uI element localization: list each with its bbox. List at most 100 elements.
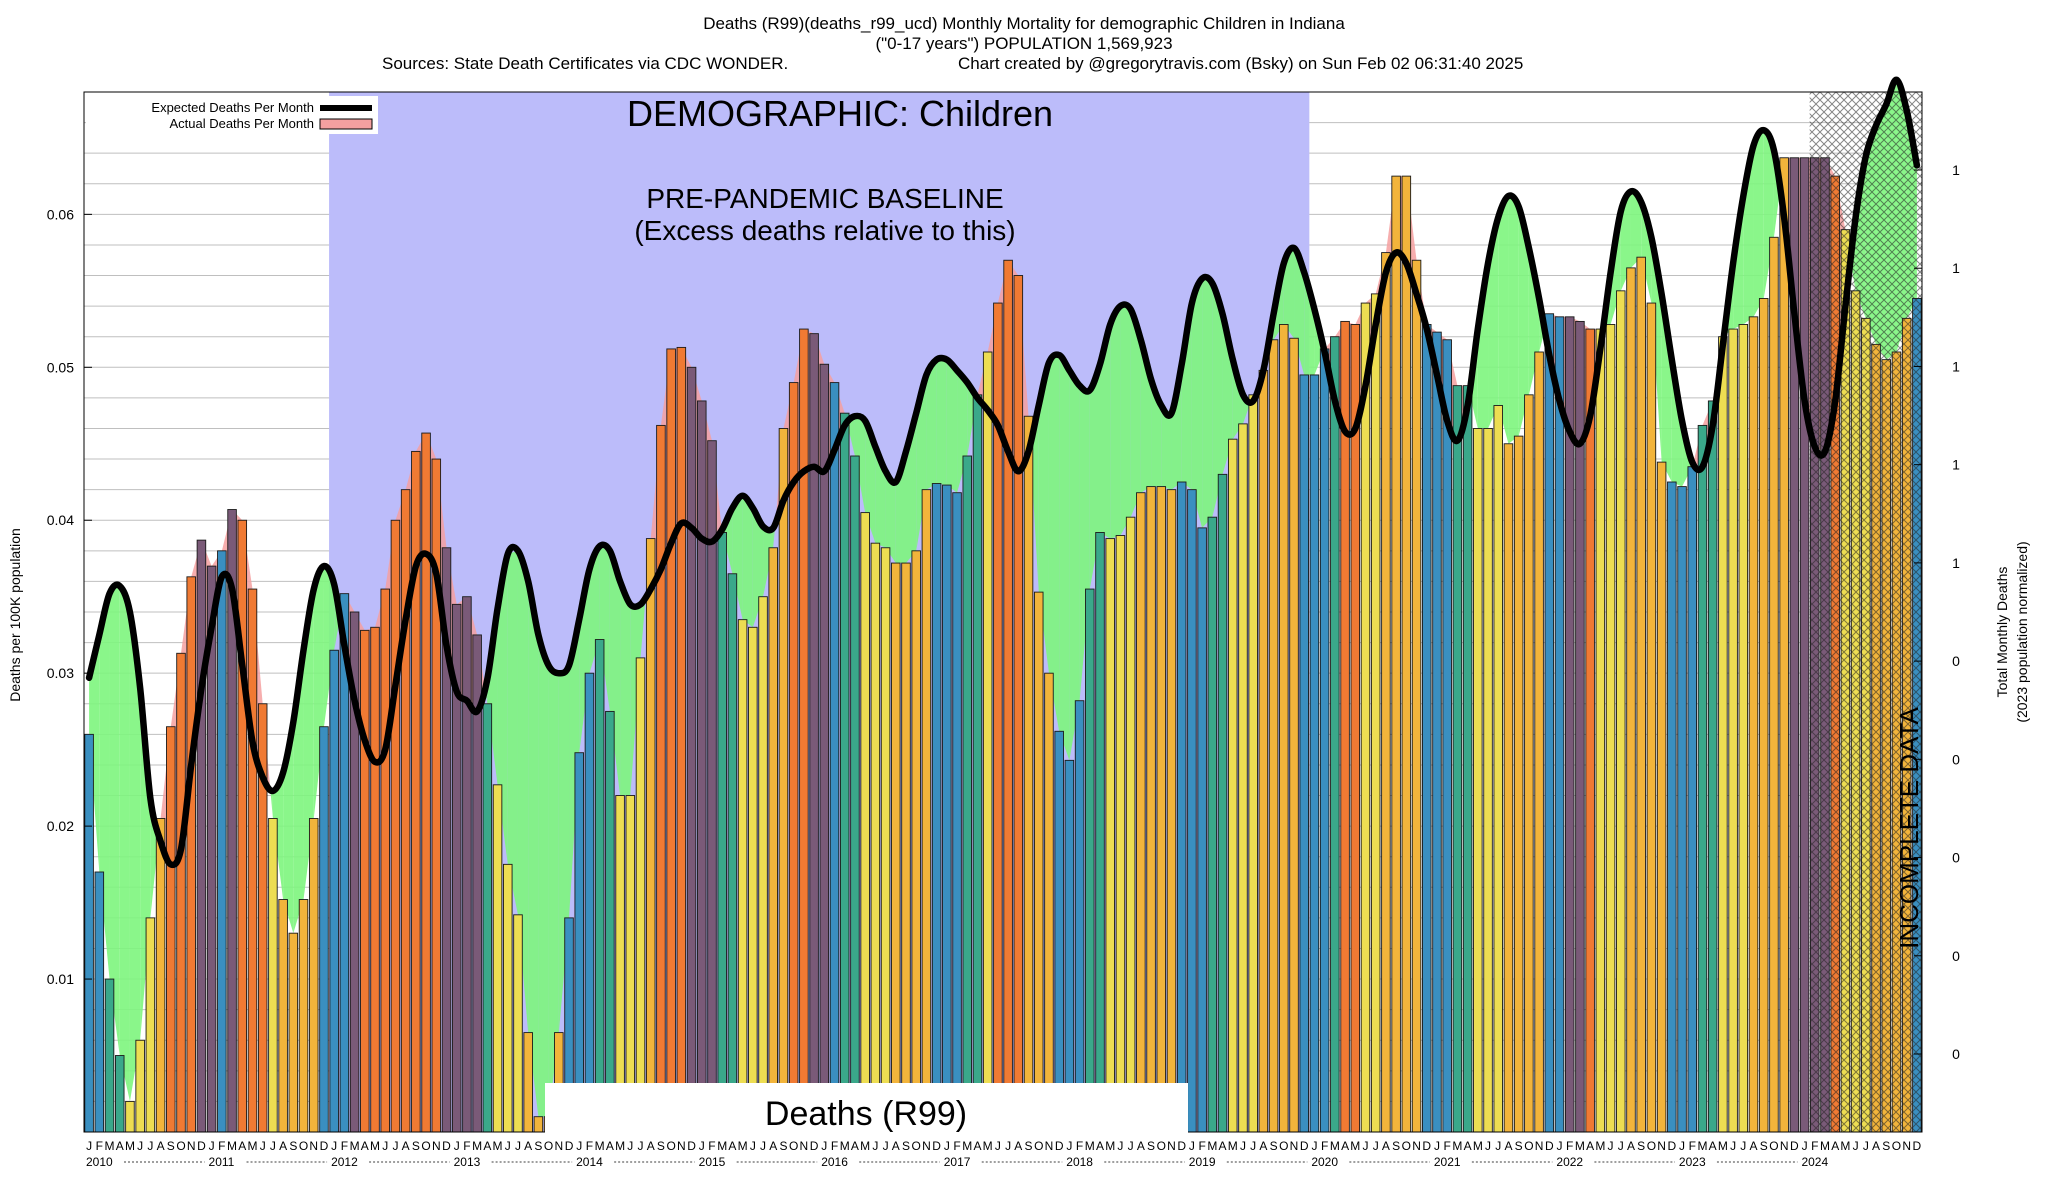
month-tick-label: A — [647, 1139, 655, 1153]
month-tick-label: A — [402, 1139, 410, 1153]
deficit-fill — [1488, 217, 1499, 429]
actual-bar — [1319, 348, 1330, 1133]
actual-bar — [819, 363, 830, 1133]
month-tick-label: J — [995, 1139, 1001, 1153]
month-tick-label: F — [831, 1139, 838, 1153]
deficit-fill — [548, 665, 559, 1117]
month-tick-label: J — [1863, 1139, 1869, 1153]
month-tick-label: A — [1137, 1139, 1145, 1153]
actual-bar — [625, 795, 636, 1133]
month-tick-label: F — [1689, 1139, 1696, 1153]
actual-bar — [809, 333, 819, 1133]
month-tick-label: J — [1362, 1139, 1368, 1153]
month-tick-label: A — [1586, 1139, 1594, 1153]
actual-bar — [1452, 385, 1463, 1133]
month-tick-label: J — [392, 1139, 398, 1153]
month-tick-label: D — [810, 1139, 819, 1153]
month-tick-label: N — [1412, 1139, 1421, 1153]
month-tick-label: A — [728, 1139, 736, 1153]
actual-bar — [308, 818, 319, 1133]
y-tick-label: 0.04 — [47, 512, 74, 528]
actual-bar — [1748, 316, 1759, 1133]
year-tick-label: 2022 — [1556, 1155, 1583, 1169]
deficit-fill — [272, 772, 284, 900]
month-tick-label: A — [1382, 1139, 1390, 1153]
year-tick-label: 2013 — [454, 1155, 481, 1169]
deficit-fill — [1161, 405, 1172, 490]
month-tick-label: J — [1189, 1139, 1195, 1153]
month-tick-label: J — [1802, 1139, 1808, 1153]
actual-bar — [748, 626, 758, 1133]
y2-axis-label-2: (2023 population normalized) — [2014, 541, 2030, 722]
deficit-fill — [1100, 324, 1111, 539]
year-tick-label: 2023 — [1679, 1155, 1706, 1169]
actual-bar — [125, 1100, 135, 1133]
actual-bar — [1370, 293, 1381, 1133]
month-tick-label: O — [1034, 1139, 1043, 1153]
deficit-fill — [1641, 202, 1652, 304]
month-tick-label: O — [1402, 1139, 1411, 1153]
month-tick-label: S — [289, 1139, 297, 1153]
month-tick-label: N — [187, 1139, 196, 1153]
month-tick-label: A — [1504, 1139, 1512, 1153]
month-tick-label: D — [1300, 1139, 1309, 1153]
y2-tick-label: 0 — [1952, 1046, 1960, 1062]
actual-bar — [1524, 394, 1534, 1133]
actual-bar — [1136, 492, 1146, 1133]
actual-bar — [135, 1039, 145, 1133]
deficit-fill — [1059, 355, 1070, 761]
month-tick-label: N — [432, 1139, 441, 1153]
y-tick-label: 0.05 — [47, 359, 74, 375]
actual-bar — [952, 492, 962, 1133]
actual-bar — [155, 818, 166, 1133]
year-tick-label: 2019 — [1189, 1155, 1216, 1169]
actual-bar — [114, 1055, 125, 1133]
deficit-fill — [1130, 309, 1141, 518]
month-tick-label: J — [1066, 1139, 1072, 1153]
deficit-fill — [620, 581, 631, 796]
actual-deaths-bars — [84, 157, 1922, 1133]
actual-bar — [1187, 489, 1197, 1133]
month-tick-label: S — [534, 1139, 542, 1153]
month-tick-label: S — [1515, 1139, 1523, 1153]
y-axis-right: 1 1 1 1 1 0 0 0 0 0 — [1914, 162, 1960, 1062]
deficit-fill — [1753, 130, 1764, 317]
month-tick-label: O — [1279, 1139, 1288, 1153]
month-tick-label: D — [197, 1139, 206, 1153]
actual-bar — [288, 932, 299, 1133]
actual-bar — [972, 394, 983, 1133]
year-tick-label: 2024 — [1801, 1155, 1828, 1169]
month-tick-label: M — [962, 1139, 972, 1153]
actual-bar — [921, 489, 932, 1133]
deficit-fill — [487, 608, 498, 785]
baseline-label-2: (Excess deaths relative to this) — [634, 215, 1015, 246]
actual-bar — [666, 348, 676, 1133]
deficit-fill — [1212, 283, 1223, 518]
month-tick-label: M — [370, 1139, 380, 1153]
month-tick-label: M — [1452, 1139, 1462, 1153]
deficit-fill — [854, 416, 866, 513]
month-tick-label: A — [238, 1139, 246, 1153]
year-tick-label: 2012 — [331, 1155, 358, 1169]
deficit-fill — [926, 359, 937, 490]
actual-bar — [1432, 331, 1442, 1133]
month-tick-label: S — [1147, 1139, 1155, 1153]
month-tick-label: M — [1473, 1139, 1483, 1153]
year-tick-label: 2014 — [576, 1155, 603, 1169]
actual-bar — [482, 703, 493, 1133]
actual-bar — [166, 726, 176, 1133]
month-tick-label: F — [1444, 1139, 1451, 1153]
deficit-fill — [742, 495, 753, 628]
y-tick-label: 0.06 — [47, 206, 74, 222]
deficit-fill — [599, 546, 610, 712]
actual-bar — [1074, 700, 1085, 1133]
actual-bar — [1340, 320, 1350, 1133]
actual-bar — [1023, 415, 1034, 1133]
actual-bar — [1411, 259, 1422, 1133]
actual-bar — [1422, 324, 1432, 1133]
month-tick-label: M — [1595, 1139, 1605, 1153]
legend-expected-label: Expected Deaths Per Month — [151, 100, 314, 115]
deficit-fill — [1304, 272, 1315, 375]
month-tick-label: S — [1025, 1139, 1033, 1153]
expected-deaths-line — [85, 76, 1921, 869]
